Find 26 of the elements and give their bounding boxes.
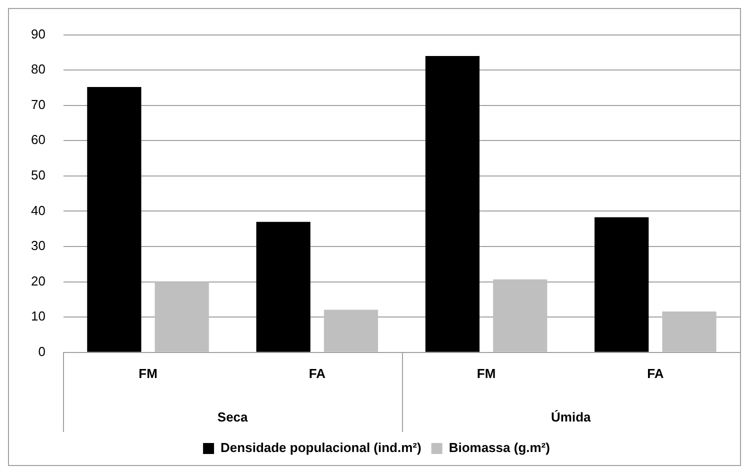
bar	[662, 311, 716, 352]
x-tick-label: FA	[647, 366, 664, 381]
x-tick-label: FM	[476, 366, 496, 381]
bar	[594, 217, 649, 352]
text: Seca	[217, 410, 249, 425]
bar	[493, 279, 548, 352]
legend-label: Biomassa (g.m²)	[448, 440, 550, 456]
text: Úmida	[551, 410, 592, 425]
bar	[87, 87, 142, 352]
bar	[324, 310, 378, 352]
bar	[256, 222, 310, 352]
bar	[154, 282, 209, 352]
legend-label: Densidade populacional (ind.m²)	[220, 440, 422, 456]
x-tick-label: FM	[138, 366, 158, 381]
bar	[425, 56, 480, 352]
y-tick-label: 40	[30, 202, 46, 218]
y-tick-label: 60	[30, 132, 46, 148]
x-tick-label: FA	[308, 366, 326, 381]
y-tick-label: 0	[38, 344, 46, 359]
y-tick-label: 70	[30, 96, 46, 112]
y-tick-label: 90	[30, 26, 46, 42]
y-tick-label: 20	[30, 273, 46, 288]
y-tick-label: 30	[30, 238, 46, 254]
y-tick-label: 80	[30, 62, 46, 77]
y-tick-label: 50	[30, 168, 46, 183]
y-tick-label: 10	[30, 308, 46, 324]
